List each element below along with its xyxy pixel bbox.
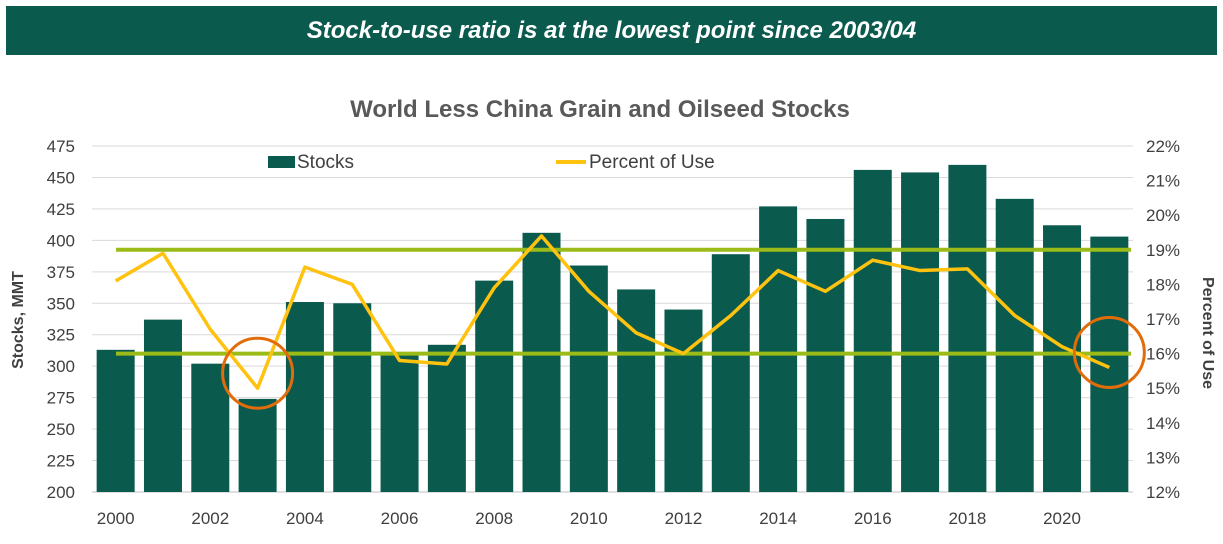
y-tick-label: 350 bbox=[47, 294, 75, 313]
bar bbox=[380, 352, 419, 492]
percent-of-use-line bbox=[114, 234, 1111, 390]
y2-tick-label: 14% bbox=[1146, 414, 1180, 433]
y-tick-label: 300 bbox=[47, 357, 75, 376]
bar bbox=[333, 303, 372, 492]
bar bbox=[759, 206, 798, 492]
legend-swatch-stocks bbox=[268, 156, 295, 168]
x-tick-label: 2004 bbox=[286, 509, 324, 528]
y2-tick-label: 12% bbox=[1146, 483, 1180, 502]
x-tick-label: 2002 bbox=[191, 509, 229, 528]
highlight-circles bbox=[221, 315, 1146, 410]
x-tick-label: 2000 bbox=[97, 509, 135, 528]
y-tick-label: 225 bbox=[47, 452, 75, 471]
y2-tick-label: 21% bbox=[1146, 172, 1180, 191]
chart-title: World Less China Grain and Oilseed Stock… bbox=[350, 96, 850, 123]
y2-tick-label: 15% bbox=[1146, 379, 1180, 398]
bar bbox=[853, 169, 892, 492]
x-tick-label: 2016 bbox=[854, 509, 892, 528]
y-tick-label: 200 bbox=[47, 483, 75, 502]
legend: Stocks Percent of Use bbox=[268, 152, 715, 173]
bar bbox=[143, 319, 182, 492]
bar bbox=[711, 254, 750, 492]
y2-tick-label: 13% bbox=[1146, 448, 1180, 467]
highlight-circle bbox=[1072, 315, 1146, 389]
x-tick-label: 2010 bbox=[570, 509, 608, 528]
y2-tick-label: 18% bbox=[1146, 275, 1180, 294]
bar bbox=[475, 280, 514, 492]
bar bbox=[285, 302, 324, 492]
line-series bbox=[114, 234, 1111, 390]
banner-title: Stock-to-use ratio is at the lowest poin… bbox=[306, 16, 917, 44]
bar bbox=[427, 344, 466, 492]
y2-tick-label: 17% bbox=[1146, 310, 1180, 329]
y-axis-title: Stocks, MMT bbox=[10, 271, 27, 369]
bar bbox=[1090, 236, 1129, 492]
x-tick-label: 2018 bbox=[948, 509, 986, 528]
x-tick-label: 2020 bbox=[1043, 509, 1081, 528]
bar bbox=[948, 164, 987, 492]
x-axis-ticks: 2000 2002 2004 2006 2008 2010 2012 2014 2016 2018… bbox=[97, 509, 1081, 528]
bar bbox=[96, 349, 135, 492]
bar bbox=[238, 398, 277, 492]
x-tick-label: 2008 bbox=[475, 509, 513, 528]
y-tick-label: 450 bbox=[47, 168, 75, 187]
bar bbox=[569, 265, 608, 492]
highlight-circle bbox=[221, 336, 295, 410]
y-axis-right-ticks: 12% 13% 14% 15% 16% 17% 18% 19% 20% 21% 22% bbox=[1146, 137, 1180, 502]
y2-tick-label: 16% bbox=[1146, 345, 1180, 364]
y2-tick-label: 22% bbox=[1146, 137, 1180, 156]
legend-label-stocks: Stocks bbox=[297, 152, 354, 173]
bar bbox=[522, 232, 561, 492]
x-tick-label: 2012 bbox=[665, 509, 703, 528]
bar bbox=[191, 363, 230, 492]
y2-axis-title: Percent of Use bbox=[1199, 277, 1216, 389]
y2-tick-label: 20% bbox=[1146, 206, 1180, 225]
y-tick-label: 400 bbox=[47, 231, 75, 250]
y-tick-label: 275 bbox=[47, 389, 75, 408]
y-axis-left-ticks: 200 225 250 275 300 325 350 375 400 425 450 475 bbox=[47, 137, 75, 502]
bar bbox=[664, 309, 703, 492]
x-tick-label: 2014 bbox=[759, 509, 797, 528]
legend-label-percent: Percent of Use bbox=[589, 152, 715, 173]
y-tick-label: 425 bbox=[47, 200, 75, 219]
bar bbox=[995, 198, 1034, 493]
y2-tick-label: 19% bbox=[1146, 241, 1180, 260]
bar-series bbox=[96, 164, 1129, 493]
y-tick-label: 475 bbox=[47, 137, 75, 156]
x-tick-label: 2006 bbox=[381, 509, 419, 528]
bar bbox=[901, 172, 940, 492]
header-banner: Stock-to-use ratio is at the lowest poin… bbox=[6, 6, 1217, 55]
y-tick-label: 375 bbox=[47, 263, 75, 282]
y-tick-label: 250 bbox=[47, 420, 75, 439]
y-tick-label: 325 bbox=[47, 326, 75, 345]
